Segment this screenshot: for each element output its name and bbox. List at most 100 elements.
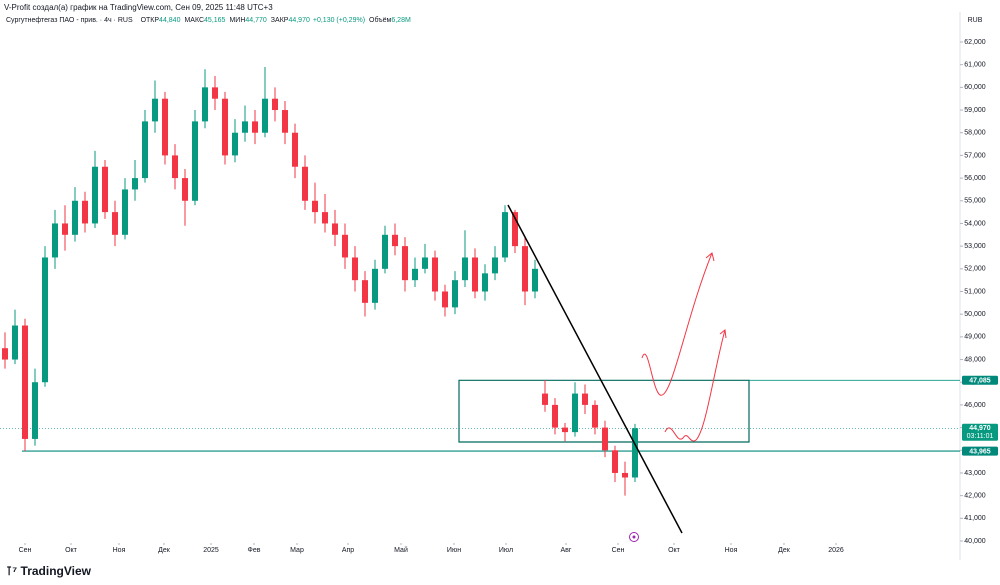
x-tick-label: Сен: [19, 547, 32, 554]
legend-key: МИН: [229, 17, 245, 24]
candle-body: [162, 98, 168, 156]
candle-body: [22, 325, 28, 439]
candle-body: [492, 257, 498, 274]
y-tick-label: 61,000: [964, 62, 986, 69]
candle-body: [112, 212, 118, 235]
candle-body: [542, 393, 548, 405]
candle-body: [562, 427, 568, 433]
candle-body: [602, 427, 608, 451]
legend-value: 6,28M: [391, 17, 411, 24]
candle-body: [202, 87, 208, 122]
candle-body: [592, 404, 598, 428]
candle-body: [522, 246, 528, 292]
x-tick-label: Ноя: [725, 547, 738, 554]
forecast-arrow: [664, 329, 726, 442]
legend-key: Объём: [369, 16, 391, 24]
y-tick-label: 48,000: [964, 356, 986, 363]
candle-body: [72, 200, 78, 235]
y-tick-label: 55,000: [964, 198, 986, 205]
legend-value: 44,770: [245, 17, 267, 24]
candle-body: [142, 121, 148, 179]
x-tick-label: Июн: [447, 547, 461, 554]
candle-body: [292, 132, 298, 167]
legend-value: 45,165: [204, 17, 226, 24]
legend-key: МАКС: [184, 17, 204, 24]
candle-body: [582, 393, 588, 405]
forecast-arrow: [641, 252, 713, 396]
y-tick-label: 42,000: [964, 492, 986, 499]
event-icon[interactable]: [629, 532, 639, 542]
x-tick-label: Апр: [342, 547, 354, 554]
brand: ⊺⁷ TradingView: [6, 564, 92, 578]
x-tick-label: Мар: [290, 547, 304, 554]
currency: RUB: [968, 17, 983, 24]
candle-body: [572, 393, 578, 433]
candle-body: [62, 223, 68, 235]
countdown: 03:11:01: [967, 433, 994, 440]
candle-body: [222, 98, 228, 156]
legend-value: 44,970: [288, 17, 310, 24]
candle-body: [122, 189, 128, 235]
candle-body: [372, 268, 378, 303]
x-tick-label: Дек: [778, 547, 791, 554]
candle-body: [342, 234, 348, 258]
candle-body: [482, 273, 488, 292]
x-tick-label: Авг: [561, 547, 572, 554]
candle-body: [42, 257, 48, 383]
y-tick-label: 54,000: [964, 220, 986, 227]
y-tick-label: 60,000: [964, 84, 986, 91]
y-tick-label: 62,000: [964, 39, 986, 46]
y-tick-label: 40,000: [964, 538, 986, 545]
candle-body: [352, 257, 358, 281]
candle-body: [412, 268, 418, 281]
price-label: 47,085: [969, 378, 991, 385]
arrow-head: [705, 252, 715, 262]
candle-body: [2, 348, 8, 360]
x-tick-label: 2026: [828, 547, 844, 554]
y-tick-label: 59,000: [964, 107, 986, 114]
candle-body: [52, 223, 58, 258]
candle-body: [92, 166, 98, 224]
candle-body: [452, 280, 458, 308]
candle-body: [182, 178, 188, 201]
candle-body: [262, 98, 268, 133]
y-tick-label: 52,000: [964, 266, 986, 273]
price-label-bg: [962, 423, 998, 441]
legend-key: ОТКР: [141, 17, 160, 24]
y-tick-label: 53,000: [964, 243, 986, 250]
candle-body: [472, 257, 478, 292]
y-tick-label: 56,000: [964, 175, 986, 182]
legend-key: ЗАКР: [271, 17, 289, 24]
price-label: 43,965: [969, 448, 991, 455]
candle-body: [232, 132, 238, 156]
y-tick-label: 57,000: [964, 152, 986, 159]
candle-body: [632, 428, 638, 478]
candle-body: [32, 382, 38, 439]
candle-body: [332, 223, 338, 235]
trendline: [507, 204, 683, 534]
y-tick-label: 41,000: [964, 515, 986, 522]
candle-body: [12, 325, 18, 360]
candle-body: [82, 200, 88, 224]
candle-body: [442, 291, 448, 308]
candle-body: [422, 257, 428, 269]
candle-body: [252, 121, 258, 133]
x-tick-label: Июл: [499, 547, 513, 554]
candle-body: [612, 450, 618, 473]
x-tick-label: 2025: [203, 547, 219, 554]
x-tick-label: Дек: [158, 547, 171, 554]
y-tick-label: 51,000: [964, 288, 986, 295]
y-tick-label: 49,000: [964, 334, 986, 341]
candle-body: [462, 257, 468, 281]
candle-body: [432, 257, 438, 292]
candle-body: [362, 280, 368, 303]
candle-body: [132, 178, 138, 190]
event-icon-dot: [632, 535, 636, 539]
symbol-legend: Сургутнефтегаз ПАО - прив. · 4ч · RUS ОТ…: [6, 16, 411, 24]
credit: V-Profit создал(а) график на TradingView…: [4, 3, 273, 12]
candle-body: [272, 98, 278, 111]
candle-body: [552, 404, 558, 428]
price-label-bg: [962, 375, 998, 385]
